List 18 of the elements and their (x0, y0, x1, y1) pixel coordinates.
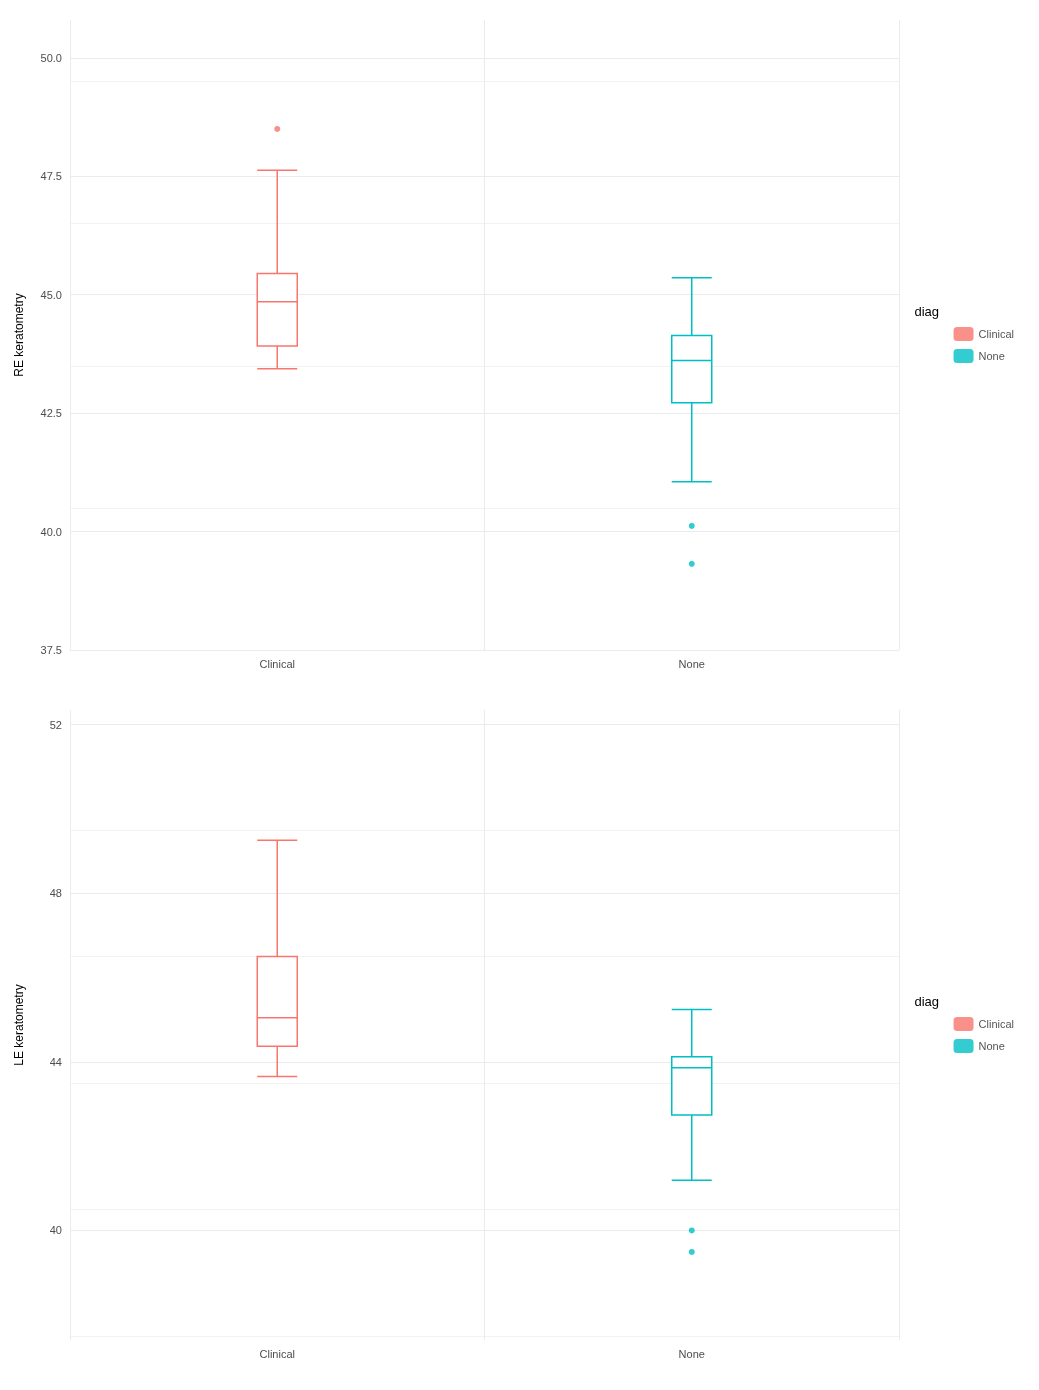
legend-title: diag (914, 994, 939, 1009)
y-tick-label: 45.0 (40, 288, 62, 301)
legend-label: None (978, 350, 1005, 362)
y-tick-label: 37.5 (40, 644, 62, 656)
y-tick-label: 47.5 (40, 170, 62, 183)
y-tick-label: 52 (49, 718, 62, 731)
y-tick-label: 44 (49, 1055, 62, 1068)
y-axis-title: RE keratometry (12, 293, 26, 377)
legend-label: None (978, 1040, 1005, 1052)
y-tick-label: 50.0 (40, 51, 62, 64)
y-tick-label: 40.0 (40, 525, 62, 538)
legend-label: Clinical (978, 328, 1015, 340)
y-tick-label: 48 (49, 887, 62, 900)
legend-title: diag (914, 304, 939, 319)
y-tick-label: 42.5 (40, 407, 62, 420)
legend-label: Clinical (978, 1018, 1015, 1030)
y-axis-title: LE keratometry (12, 984, 26, 1066)
y-tick-label: 40 (49, 1224, 62, 1237)
